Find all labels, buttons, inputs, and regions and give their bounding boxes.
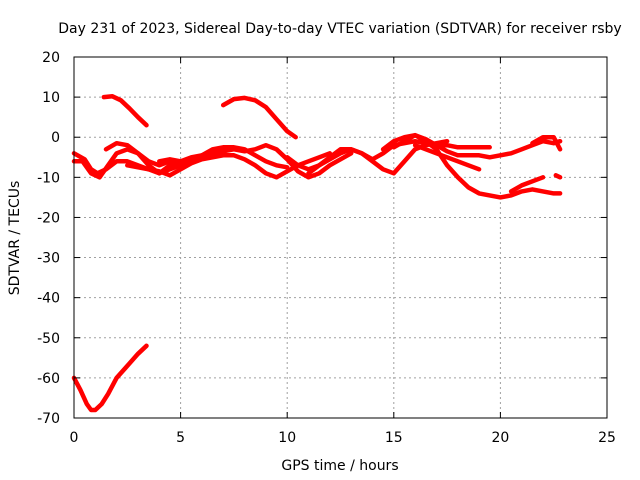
series-line-arc-5 bbox=[71, 147, 183, 180]
y-tick-label: 20 bbox=[42, 50, 60, 66]
series-line-arc-2 bbox=[220, 95, 298, 140]
x-tick-label: 20 bbox=[491, 430, 509, 446]
y-tick-label: -10 bbox=[37, 170, 60, 186]
x-tick-label: 10 bbox=[278, 430, 296, 446]
series-line-arc-15 bbox=[530, 134, 563, 152]
y-tick-label: 0 bbox=[51, 130, 60, 146]
y-tick-label: -70 bbox=[37, 411, 60, 427]
y-tick-label: -20 bbox=[37, 210, 60, 226]
x-tick-label: 0 bbox=[70, 430, 79, 446]
series-line-arc-3 bbox=[71, 343, 149, 413]
chart-title: Day 231 of 2023, Sidereal Day-to-day VTE… bbox=[58, 21, 621, 37]
y-axis-label: SDTVAR / TECUs bbox=[7, 181, 23, 296]
x-axis-label: GPS time / hours bbox=[281, 458, 398, 474]
series-line-arc-1 bbox=[101, 94, 149, 128]
series-group bbox=[71, 94, 563, 413]
y-tick-label: 10 bbox=[42, 90, 60, 106]
grid bbox=[74, 57, 607, 418]
series-line-arc-13 bbox=[412, 142, 482, 172]
axis-ticks: 0 5 10 15 20 25 -70 -60 -50 -40 -30 -20 -10 0 10 20 bbox=[37, 50, 616, 446]
x-tick-label: 15 bbox=[385, 430, 403, 446]
plot-frame bbox=[73, 56, 608, 419]
series-line-arc-14 bbox=[508, 175, 546, 194]
x-tick-label: 25 bbox=[598, 430, 616, 446]
y-tick-label: -50 bbox=[37, 331, 60, 347]
series-line-arc-8 bbox=[157, 142, 354, 180]
x-tick-label: 5 bbox=[176, 430, 185, 446]
series-line-arc-12 bbox=[391, 132, 563, 200]
y-tick-label: -30 bbox=[37, 251, 60, 267]
series-line-arc-16 bbox=[553, 173, 563, 180]
y-tick-label: -40 bbox=[37, 291, 60, 307]
y-tick-label: -60 bbox=[37, 371, 60, 387]
